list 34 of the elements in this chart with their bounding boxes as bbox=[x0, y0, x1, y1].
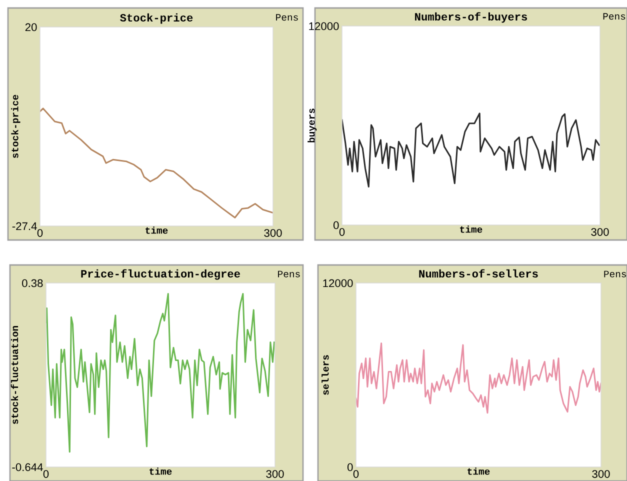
x-tick-label: 300 bbox=[266, 470, 284, 478]
x-tick-label: 300 bbox=[591, 228, 609, 236]
chart-title: Price-fluctuation-degree bbox=[81, 269, 240, 280]
line-series bbox=[356, 342, 601, 414]
chart-title: Numbers-of-buyers bbox=[415, 12, 527, 23]
line-series bbox=[342, 112, 600, 188]
text: Pens bbox=[604, 270, 626, 278]
y-tick-label: -0.644 bbox=[12, 463, 43, 472]
x-tick-label: 0 bbox=[43, 470, 49, 478]
chart-title: Stock-price bbox=[120, 13, 193, 24]
y-axis-title: stock-price bbox=[11, 94, 20, 158]
x-axis-title: time bbox=[146, 226, 168, 234]
x-tick-label: 300 bbox=[264, 229, 282, 237]
text: Pens bbox=[276, 14, 298, 21]
x-tick-label: 300 bbox=[592, 470, 610, 478]
y-tick-label: 0 bbox=[333, 221, 339, 230]
y-tick-label: 0.38 bbox=[22, 279, 43, 288]
y-axis-title: stock-fluctuation bbox=[10, 326, 18, 424]
x-tick-label: 0 bbox=[339, 228, 345, 236]
chart-title: Numbers-of-sellers bbox=[419, 269, 538, 278]
y-tick-label: -27.4 bbox=[12, 222, 37, 230]
x-axis-title: time bbox=[460, 226, 482, 233]
line-series bbox=[40, 108, 273, 218]
text: Pens bbox=[603, 13, 626, 20]
y-tick-label: 12000 bbox=[309, 22, 339, 30]
y-axis-title: sellers bbox=[322, 355, 329, 395]
y-tick-label: 12000 bbox=[323, 279, 353, 288]
x-axis-title: time bbox=[468, 468, 490, 475]
x-axis-title: time bbox=[150, 468, 172, 475]
text: Pens bbox=[278, 270, 300, 278]
line-series bbox=[46, 293, 275, 453]
y-tick-label: 20 bbox=[25, 23, 37, 32]
y-axis-title: buyers bbox=[308, 108, 317, 142]
x-tick-label: 0 bbox=[353, 470, 359, 478]
